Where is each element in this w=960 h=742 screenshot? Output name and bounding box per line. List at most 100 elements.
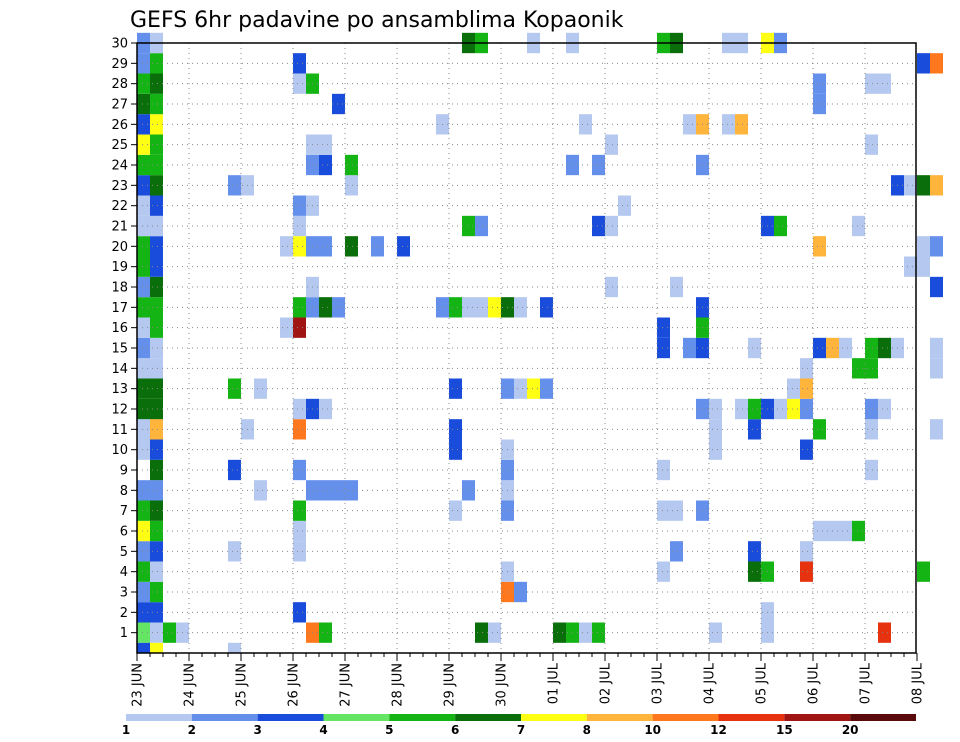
heatmap-cell: [683, 114, 696, 135]
heatmap-cell: [865, 73, 878, 94]
heatmap-cell: [683, 337, 696, 359]
legend-swatch: [718, 714, 785, 721]
heatmap-cell: [345, 236, 358, 257]
heatmap-cell: [319, 480, 332, 501]
heatmap-cell: [150, 337, 163, 359]
heatmap-cell: [150, 520, 163, 542]
heatmap-cell: [150, 439, 163, 460]
heatmap-cell: [865, 398, 878, 420]
x-tick-label: 27 JUN: [339, 663, 354, 707]
heatmap-cell: [150, 378, 163, 399]
heatmap-cell: [332, 480, 345, 501]
legend-tick-label: 2: [188, 723, 196, 737]
heatmap-cell: [540, 378, 553, 399]
heatmap-cell: [813, 520, 826, 542]
y-tick-label: 29: [111, 57, 128, 72]
heatmap-cell: [852, 215, 865, 237]
heatmap-cell: [228, 642, 241, 653]
heatmap-cell: [618, 195, 631, 216]
heatmap-cell: [748, 541, 761, 562]
heatmap-cell: [150, 297, 163, 318]
y-tick-label: 24: [111, 159, 128, 174]
heatmap-cell: [579, 114, 592, 135]
heatmap-cell: [878, 398, 891, 420]
heatmap-cell: [930, 276, 943, 298]
heatmap-cell: [657, 561, 670, 582]
heatmap-cell: [865, 337, 878, 359]
heatmap-cell: [137, 134, 150, 155]
heatmap-cell: [865, 358, 878, 379]
heatmap-cell: [280, 317, 293, 338]
legend-swatch: [850, 714, 916, 721]
heatmap-cell: [137, 439, 150, 460]
heatmap-cell: [813, 419, 826, 440]
heatmap-cell: [722, 114, 735, 135]
heatmap-cell: [709, 398, 722, 420]
heatmap-cell: [735, 398, 748, 420]
y-tick-label: 19: [111, 260, 128, 275]
y-tick-label: 25: [111, 138, 128, 153]
heatmap-cell: [150, 642, 163, 653]
heatmap-cell: [293, 398, 306, 420]
heatmap-cell: [774, 215, 787, 237]
heatmap-cell: [150, 73, 163, 94]
heatmap-cell: [150, 622, 163, 643]
heatmap-cell: [293, 419, 306, 440]
heatmap-cell: [449, 500, 462, 521]
heatmap-cell: [137, 419, 150, 440]
heatmap-cell: [254, 378, 267, 399]
legend-swatch: [586, 714, 653, 721]
x-tick-label: 29 JUN: [443, 663, 458, 707]
heatmap-cell: [709, 622, 722, 643]
heatmap-cell: [657, 337, 670, 359]
heatmap-cell: [930, 53, 943, 74]
x-tick-label: 06 JUL: [807, 662, 822, 704]
heatmap-cell: [540, 297, 553, 318]
heatmap-cell: [748, 337, 761, 359]
x-tick-label: 01 JUL: [547, 662, 562, 704]
heatmap-cell: [137, 154, 150, 176]
y-tick-label: 21: [111, 220, 128, 235]
legend-swatch: [323, 714, 390, 721]
y-tick-label: 3: [120, 586, 128, 601]
heatmap-cell: [657, 459, 670, 481]
heatmap-cell: [137, 317, 150, 338]
heatmap-cell: [137, 358, 150, 379]
heatmap-cell: [709, 439, 722, 460]
heatmap-cell: [137, 53, 150, 74]
heatmap-cell: [137, 480, 150, 501]
heatmap-cell: [228, 459, 241, 481]
heatmap-cell: [280, 236, 293, 257]
y-tick-label: 13: [111, 382, 128, 397]
y-tick-label: 10: [111, 443, 128, 458]
heatmap-cell: [475, 215, 488, 237]
heatmap-cell: [319, 398, 332, 420]
heatmap-cell: [397, 236, 410, 257]
heatmap-cell: [462, 480, 475, 501]
heatmap-cell: [137, 398, 150, 420]
x-tick-label: 08 JUL: [911, 662, 926, 704]
heatmap-cell: [748, 561, 761, 582]
heatmap-cell: [449, 419, 462, 440]
legend-swatch: [784, 714, 851, 721]
x-tick-label: 30 JUN: [495, 663, 510, 707]
heatmap-cell: [670, 541, 683, 562]
heatmap-cell: [150, 581, 163, 603]
heatmap-cell: [345, 154, 358, 176]
y-tick-label: 4: [120, 565, 128, 580]
x-axis: 23 JUN 24 JUN 25 JUN 26 JUN 27 JUN 28 JUN 29 J…: [131, 653, 926, 707]
heatmap-cell: [150, 480, 163, 501]
heatmap-cell: [150, 602, 163, 623]
heatmap-cell: [592, 154, 605, 176]
heatmap-cell: [137, 256, 150, 277]
heatmap-cell: [345, 175, 358, 196]
heatmap-cell: [293, 297, 306, 318]
heatmap-cell: [293, 215, 306, 237]
heatmap-cell: [579, 622, 592, 643]
heatmap-cell: [930, 358, 943, 379]
legend-tick-label: 3: [253, 723, 261, 737]
heatmap-cell: [800, 541, 813, 562]
y-tick-label: 26: [111, 118, 128, 133]
x-tick-label: 24 JUN: [183, 663, 198, 707]
heatmap-cell: [163, 622, 176, 643]
